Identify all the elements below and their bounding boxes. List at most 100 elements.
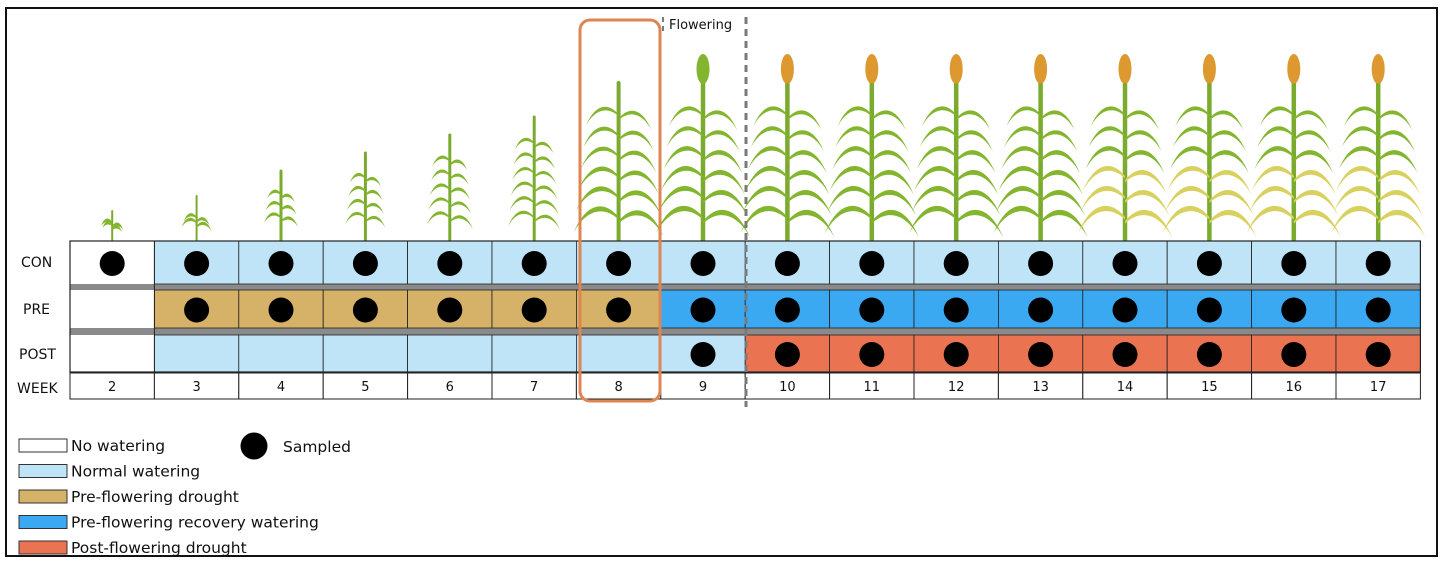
plant-leaf (1293, 150, 1334, 174)
plant-leaf (265, 201, 281, 211)
plant-leaf (429, 183, 450, 196)
plant-leaf (580, 146, 619, 169)
plant-leaf (431, 169, 450, 181)
post-cell (322, 334, 409, 373)
plant-leaf (1001, 146, 1041, 170)
row-label-con: CON (21, 255, 52, 271)
week-cell (744, 372, 831, 400)
plant-leaf (1378, 209, 1426, 238)
plant-illustrations (101, 54, 1426, 244)
week-cell (913, 372, 999, 400)
plant-leaf (1259, 106, 1294, 127)
sampled-dot (1112, 297, 1138, 323)
plant-leaf (365, 189, 383, 201)
sampled-dot (943, 297, 969, 323)
week-cell (238, 372, 324, 400)
sampled-dot (437, 297, 463, 323)
plant-leaf (1341, 126, 1379, 148)
plant-leaf (349, 172, 366, 183)
plant-leaf (1172, 126, 1210, 148)
legend: No watering Normal watering Pre-flowering … (18, 432, 351, 557)
plant-leaf (1125, 130, 1162, 152)
plant-leaf (1293, 110, 1328, 131)
plant-leaf (346, 198, 366, 211)
legend-label: Post-flowering drought (71, 539, 247, 557)
plant-leaf (1125, 150, 1165, 174)
plant-week-6 (426, 133, 473, 243)
plant-week-15 (1162, 54, 1257, 244)
sampled-dot (184, 251, 210, 276)
plant-leaf (1040, 150, 1080, 174)
plant-leaf (1125, 110, 1160, 131)
plant-leaf (365, 202, 384, 215)
plant-leaf (365, 176, 381, 187)
plant-leaf (1040, 110, 1075, 131)
plant-leaf (112, 225, 122, 232)
plant-leaf (449, 159, 468, 171)
week-cell (1251, 372, 1337, 400)
plant-leaf (835, 126, 872, 148)
sampled-dot (184, 297, 210, 323)
plant-leaf (666, 126, 703, 148)
post-cell (153, 334, 240, 373)
plant-panicle (1118, 54, 1132, 84)
sampled-dot (268, 251, 294, 276)
sampled-dot (1365, 297, 1391, 323)
plant-week-4 (264, 169, 298, 243)
plant-week-11 (824, 54, 919, 244)
plant-leaf (1040, 130, 1078, 152)
sampled-dot (99, 251, 125, 276)
row-label-pre: PRE (23, 302, 50, 318)
plant-week-17 (1331, 54, 1426, 244)
plant-leaf (1175, 106, 1210, 127)
plant-leaf (1209, 150, 1249, 174)
plant-leaf (1378, 130, 1415, 152)
legend-label: No watering (71, 437, 165, 455)
sampled-dot (1112, 251, 1138, 276)
plant-leaf (348, 185, 366, 197)
sampled-dot (943, 251, 969, 276)
plant-leaf (534, 170, 557, 185)
sampled-dot (268, 297, 294, 323)
plant-leaf (1125, 189, 1170, 217)
plant-leaf (993, 205, 1041, 234)
week-label: 11 (864, 380, 881, 395)
week-cell (69, 372, 155, 400)
plant-leaf (1378, 110, 1413, 131)
sampled-dot (859, 342, 885, 367)
plant-leaf (703, 209, 750, 238)
plant-leaf (534, 156, 555, 169)
plant-leaf (281, 205, 297, 215)
plant-leaf (183, 213, 197, 222)
week-label: 13 (1032, 380, 1049, 395)
plant-leaf (787, 170, 830, 195)
plant-leaf (837, 106, 872, 127)
plant-leaf (871, 170, 914, 195)
plant-leaf (871, 110, 906, 131)
plant-leaf (787, 189, 832, 217)
plant-leaf (1209, 209, 1257, 238)
post-cell (491, 334, 577, 373)
plant-leaf (753, 106, 788, 127)
week-label: 12 (948, 380, 965, 395)
plant-flag-leaf (696, 54, 710, 84)
legend-swatch-post-flowering-drought (18, 540, 68, 555)
week-label: 9 (699, 380, 707, 395)
legend-swatch-pre-flowering-recovery (18, 515, 68, 529)
week-cell (575, 372, 662, 400)
plant-leaf (1085, 146, 1125, 170)
plant-leaf (703, 189, 748, 217)
plant-leaf (748, 146, 788, 170)
sampled-dot (859, 251, 885, 276)
post-cell (576, 334, 662, 373)
plant-leaf (787, 209, 835, 238)
plant-leaf (1254, 146, 1294, 170)
sampled-dot (352, 297, 378, 323)
plant-leaf (1338, 146, 1379, 170)
plant-panicle (1202, 54, 1216, 84)
plant-leaf (871, 209, 919, 238)
sampled-dot (1196, 342, 1222, 367)
legend-label: Pre-flowering drought (71, 488, 239, 506)
week-label: 10 (779, 380, 796, 395)
sampled-dot (1281, 297, 1307, 323)
